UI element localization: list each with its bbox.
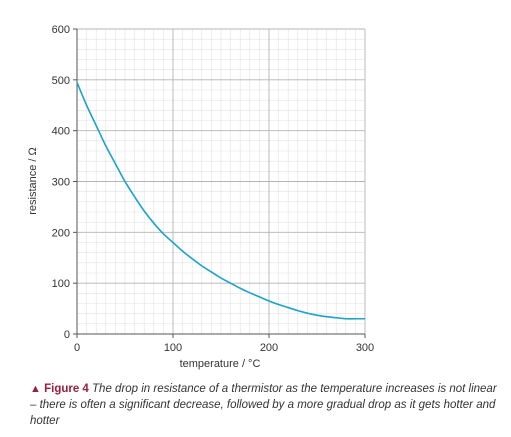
y-axis-label: resistance / Ω	[27, 147, 39, 215]
caption-text: The drop in resistance of a thermistor a…	[30, 383, 497, 427]
figure-label: Figure 4	[44, 383, 89, 395]
axes	[73, 28, 366, 338]
y-tick-label: 0	[64, 329, 70, 341]
resistance-curve	[76, 82, 365, 320]
x-tick-label: 300	[356, 342, 374, 354]
y-tick-label: 600	[52, 24, 70, 36]
y-tick-label: 200	[52, 227, 70, 239]
x-tick-labels: 0 100 200 300	[74, 342, 374, 354]
y-tick-label: 300	[52, 177, 70, 189]
thermistor-chart: 0 100 200 300 0 100 200 300 400 500 600 temperatu…	[27, 24, 374, 370]
y-tick-labels: 0 100 200 300 400 500 600	[52, 24, 70, 341]
x-tick-label: 0	[74, 342, 80, 354]
y-tick-label: 100	[52, 278, 70, 290]
x-axis-label: temperature / °C	[180, 358, 261, 370]
x-tick-label: 100	[164, 342, 182, 354]
major-grid	[76, 28, 366, 335]
triangle-icon: ▲	[30, 383, 41, 395]
figure-caption: ▲ Figure 4 The drop in resistance of a t…	[30, 381, 500, 429]
y-tick-label: 400	[52, 126, 70, 138]
x-tick-label: 200	[260, 342, 278, 354]
y-tick-label: 500	[52, 75, 70, 87]
